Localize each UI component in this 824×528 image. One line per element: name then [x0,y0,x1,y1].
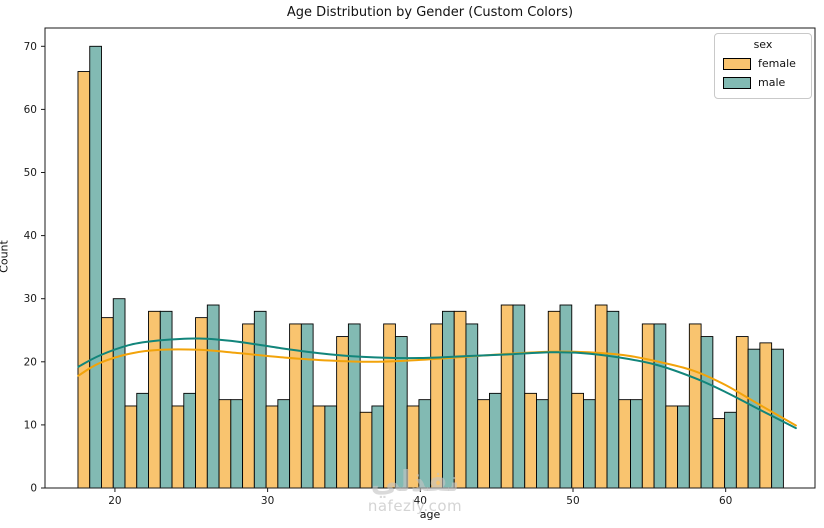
legend-label-male: male [758,76,786,89]
kde-curve-male [77,337,797,430]
histogram-bar-female [500,304,514,489]
y-tick-label: 20 [24,356,37,368]
histogram-bar-male [324,405,338,489]
histogram-bar-female [524,392,537,489]
histogram-bar-male [747,348,761,489]
histogram-bar-female [171,405,185,489]
histogram-bar-male [536,399,549,489]
histogram-bar-female [359,411,373,489]
y-tick-label: 0 [30,483,37,495]
y-tick-label: 10 [24,419,37,431]
histogram-bar-male [159,310,173,489]
histogram-bar-female [195,317,208,489]
legend-entry-female: female [715,54,811,73]
histogram-bar-female [618,399,632,489]
legend: sex female male [714,33,812,99]
histogram-bar-male [630,399,643,489]
histogram-bar-male [465,323,479,489]
histogram-bar-female [289,323,302,489]
histogram-bar-female [665,405,679,489]
histogram-bar-female [430,323,443,489]
histogram-bar-female [336,336,349,489]
histogram-bar-male [418,399,432,489]
y-tick-label: 70 [24,41,37,53]
histogram-bar-male [394,336,408,489]
histogram-bar-male [112,298,126,489]
histogram-bar-male [89,45,102,489]
histogram-bar-male [653,323,667,489]
female-color-swatch [723,57,751,70]
x-axis-label: age [419,508,441,521]
male-color-swatch [723,76,751,89]
histogram-bar-male [441,310,455,489]
histogram-bar-female [101,317,114,489]
histogram-bar-male [559,304,573,489]
histogram-bar-female [641,323,655,489]
x-tick-label: 50 [566,495,579,507]
histogram-bar-female [218,399,232,489]
histogram-bar-female [148,310,161,489]
histogram-bar-female [735,336,749,489]
axes-spines [44,27,816,489]
histogram-bar-female [594,304,608,489]
y-tick-label: 30 [24,293,37,305]
histogram-bar-female [265,405,279,489]
x-tick-label: 20 [108,495,121,507]
legend-title: sex [753,38,773,51]
histogram-bar-male [724,411,737,489]
kde-curve-female [77,348,797,427]
y-axis-label: Count [0,240,11,273]
histogram-bar-male [677,405,690,489]
histogram-bar-male [253,310,267,489]
x-tick-label: 40 [414,495,427,507]
histogram-bar-female [77,71,91,489]
histogram-bar-male [300,323,314,489]
y-tick-label: 40 [24,230,37,242]
histogram-bar-male [347,323,361,489]
legend-label-female: female [758,57,796,70]
histogram-bar-male [606,310,620,489]
histogram-bar-male [700,336,714,489]
histogram-bar-male [183,392,196,489]
chart-title: Age Distribution by Gender (Custom Color… [286,5,574,20]
histogram-bar-male [371,405,385,489]
histogram-bar-female [688,323,702,489]
histogram-bar-female [547,310,561,489]
histogram-bar-male [136,392,149,489]
histogram-bar-female [124,405,138,489]
histogram-bar-female [383,323,396,489]
histogram-bar-male [277,399,291,489]
histogram-bar-female [477,399,490,489]
histogram-bar-male [512,304,526,489]
x-tick-label: 30 [261,495,274,507]
y-tick-label: 60 [24,104,37,116]
legend-entry-male: male [715,73,811,92]
histogram-bar-male [489,392,502,489]
histogram-bar-female [406,405,420,489]
x-tick-label: 60 [719,495,732,507]
y-tick-label: 50 [24,167,37,179]
histogram-bar-female [571,392,584,489]
histogram-bar-male [206,304,220,489]
histogram-bar-female [242,323,255,489]
histogram-bar-male [230,399,244,489]
histogram-bar-male [583,399,596,489]
histogram-bar-female [712,418,726,489]
histogram-bar-female [453,310,467,489]
histogram-bar-female [312,405,326,489]
